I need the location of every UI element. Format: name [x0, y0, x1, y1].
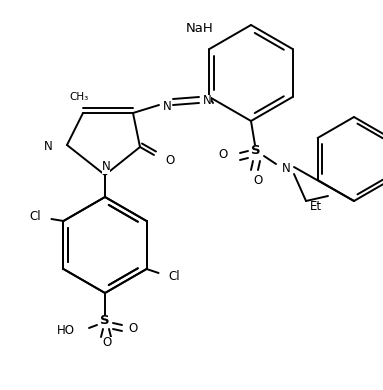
Text: N: N [203, 94, 211, 108]
Text: HO: HO [57, 324, 75, 337]
Text: NaH: NaH [185, 21, 213, 34]
Text: O: O [165, 154, 175, 167]
Text: S: S [251, 145, 261, 158]
Text: CH₃: CH₃ [69, 92, 88, 102]
Text: N: N [163, 101, 171, 113]
Text: N: N [282, 163, 290, 176]
Text: S: S [100, 314, 110, 328]
Text: Cl: Cl [169, 271, 180, 284]
Text: O: O [254, 174, 263, 188]
Text: Et: Et [310, 200, 322, 213]
Text: O: O [102, 337, 111, 349]
Text: O: O [128, 323, 137, 335]
Text: O: O [219, 149, 228, 161]
Text: Cl: Cl [30, 211, 41, 223]
Text: N: N [101, 161, 110, 174]
Text: N: N [44, 140, 53, 154]
